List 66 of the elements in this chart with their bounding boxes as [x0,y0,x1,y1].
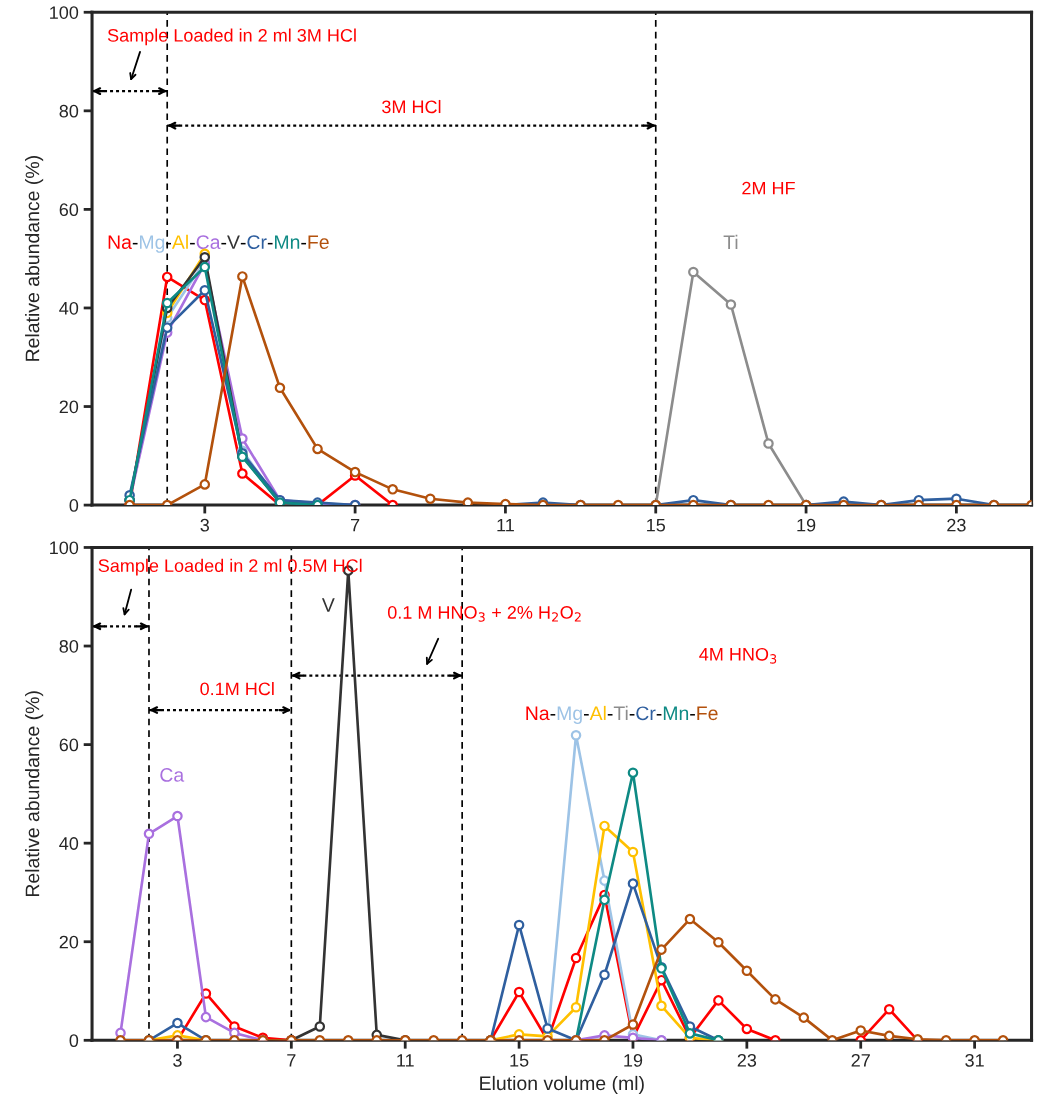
x-axis-title: Elution volume (ml) [480,1075,644,1094]
x-tick-label: 11 [397,1054,414,1067]
annotation: 3M HCl [382,99,441,114]
text: - [690,714,695,716]
y-tick-label: 100 [50,6,79,19]
text: - [190,242,195,245]
text: Cr [247,235,267,250]
series-label: Ti [723,234,738,249]
text: Fe [697,706,718,721]
text: Na [526,706,550,721]
y-tick-label: 80 [59,104,79,118]
x-tick-label: 23 [947,518,966,532]
x-tick-label: 19 [624,1053,643,1067]
y-axis-title: Relative abundance (%) [25,691,44,897]
text: - [240,242,246,245]
x-tick-label: 27 [851,1053,870,1067]
text: - [656,714,662,716]
y-tick-label: 40 [59,301,79,315]
series-label: V [321,598,335,612]
text: - [301,242,307,245]
x-tick-label: 11 [497,518,514,532]
text: Al [589,705,606,720]
annotation: - [550,714,556,716]
x-tick-label: 7 [351,518,360,532]
y-tick-label: 60 [59,738,79,752]
annotation: 4M HNO$_{3}$ [699,647,777,664]
text: - [629,714,635,716]
y-tick-label: 20 [59,400,79,414]
series-label: Mg [140,235,165,253]
annotation: 2M HF [742,181,795,195]
text: - [221,242,227,245]
legend-label: Ti [613,705,628,720]
x-tick-label: 3 [173,1053,182,1067]
text: Mn [663,706,689,720]
annotation: Sample Loaded in 2 ml 3M HCl [107,28,356,46]
x-tick-label: 19 [797,518,816,532]
y-axis-title: Relative abundance (%) [25,156,44,361]
x-tick-label: 7 [287,1054,296,1067]
annotation: Sample Loaded in 2 ml 0.5M HCl [98,558,362,576]
text: Mn [275,235,300,249]
y-tick-label: 0 [69,499,79,512]
x-tick-label: 3 [200,518,210,532]
x-tick-label: 15 [510,1054,529,1067]
text: Cr [636,706,656,721]
y-tick-label: 40 [59,837,79,850]
series-label: Mg [557,706,582,724]
y-tick-label: 0 [69,1034,79,1048]
text: Na [108,235,132,250]
y-tick-label: 20 [59,935,79,949]
y-tick-label: 60 [59,203,79,217]
series-label: Ca [160,768,185,782]
annotation: - [132,242,138,245]
x-tick-label: 15 [647,518,666,532]
x-tick-label: 23 [737,1053,757,1067]
series-label: V [227,235,240,249]
series-label: Ca [196,235,221,250]
y-tick-label: 100 [50,541,79,555]
text: Fe [308,235,329,250]
series-label: Al [171,234,188,249]
text: - [607,714,613,716]
y-tick-label: 80 [59,639,79,653]
annotation: 0.1M HCl [200,681,274,696]
annotation: 0.1 M HNO$_{3}$ + 2% H$_{2}$O$_{2}$ [387,606,581,622]
text: - [583,714,589,716]
text: - [267,242,273,245]
x-tick-label: 31 [965,1053,984,1067]
